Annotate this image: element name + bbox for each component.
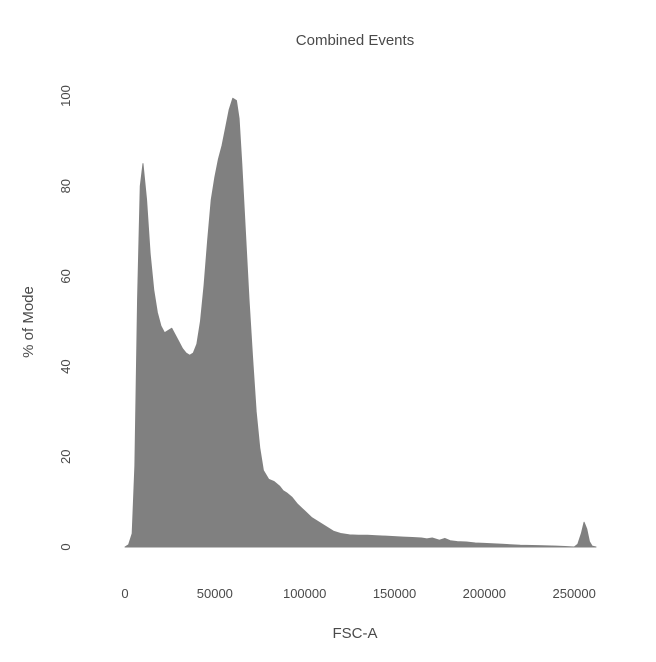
x-tick-label: 100000: [283, 586, 326, 601]
x-axis-ticks: 0 50000 100000 150000 200000 250000: [121, 586, 595, 601]
chart-title: Combined Events: [296, 32, 414, 49]
y-axis-ticks: 0 20 40 60 80 100: [58, 85, 73, 550]
x-tick-label: 150000: [373, 586, 416, 601]
y-tick-label: 20: [58, 450, 73, 464]
x-tick-label: 200000: [463, 586, 506, 601]
x-tick-label: 0: [121, 586, 128, 601]
x-tick-label: 250000: [552, 586, 595, 601]
y-tick-label: 100: [58, 85, 73, 107]
y-axis-label: % of Mode: [20, 286, 37, 358]
y-tick-label: 40: [58, 359, 73, 373]
histogram-area: [124, 97, 597, 548]
x-axis-label: FSC-A: [333, 625, 378, 642]
x-tick-label: 50000: [197, 586, 233, 601]
y-tick-label: 0: [58, 543, 73, 550]
y-tick-label: 80: [58, 179, 73, 193]
y-tick-label: 60: [58, 269, 73, 283]
